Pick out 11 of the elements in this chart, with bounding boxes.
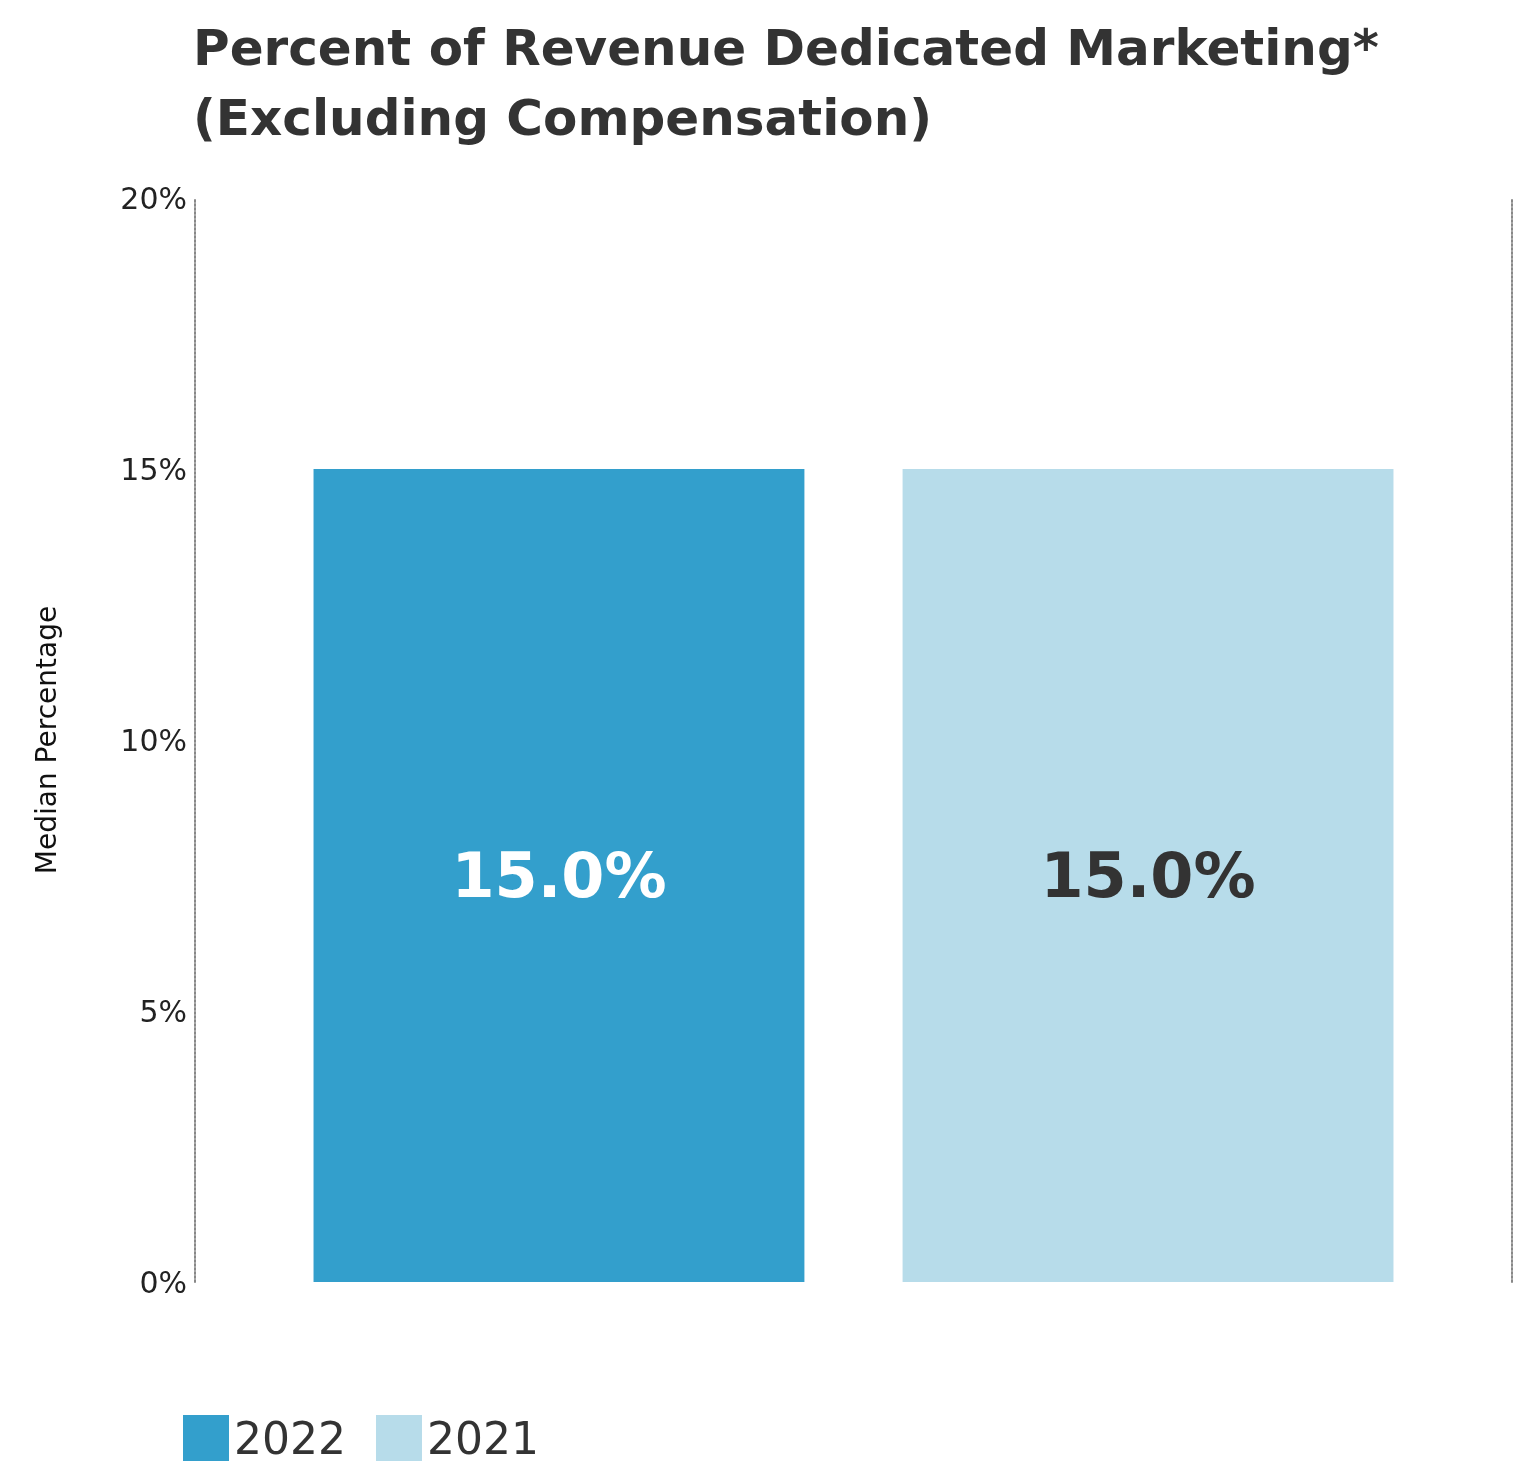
legend-label: 2022 [234, 1412, 346, 1464]
y-axis-title: Median Percentage [29, 605, 63, 875]
text: 15.0% [451, 839, 667, 912]
legend-label: 2021 [426, 1412, 539, 1464]
text: 15.0% [1040, 839, 1256, 912]
y-tick-label: 20% [120, 180, 187, 216]
chart-title: Percent of Revenue Dedicated Marketing* (Excluding Compensation) [193, 19, 1379, 147]
y-tick-label: 5% [139, 993, 187, 1029]
y-tick-label: 10% [120, 722, 187, 758]
y-tick-label: 15% [120, 451, 187, 487]
y-tick-label: 0% [139, 1264, 187, 1300]
